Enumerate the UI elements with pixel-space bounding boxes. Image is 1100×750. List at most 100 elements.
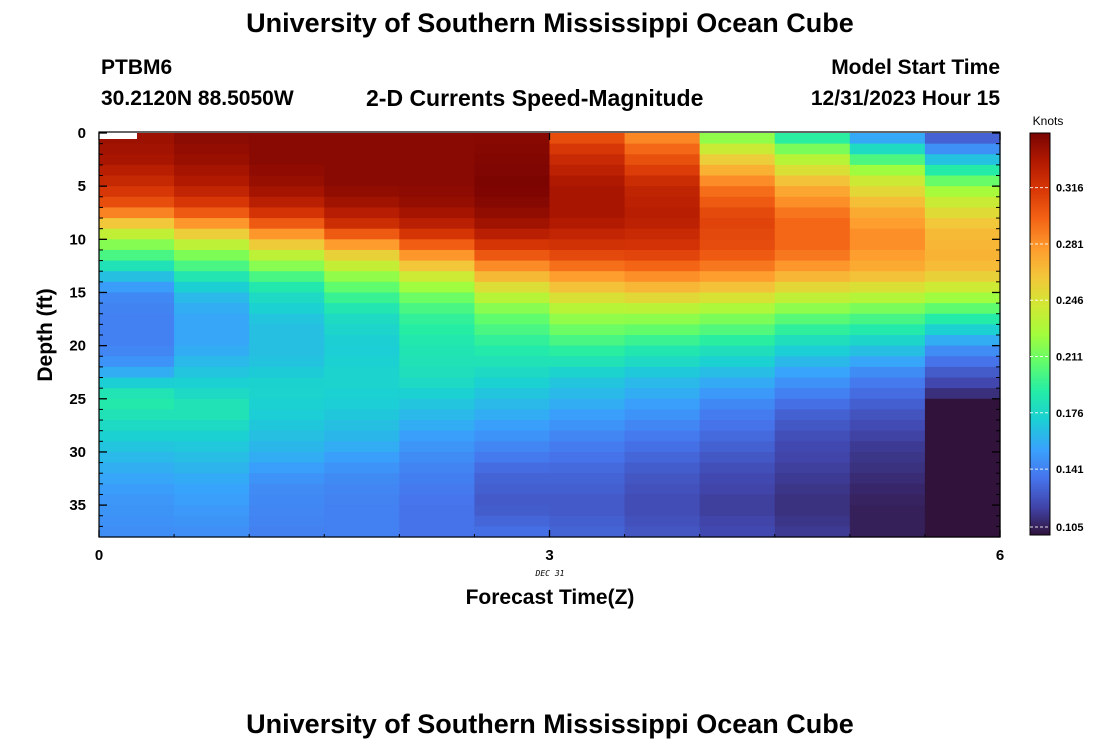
heatmap-cell xyxy=(474,143,551,155)
heatmap-cell xyxy=(624,345,701,357)
x-tick-label: 3 xyxy=(545,547,553,564)
heatmap-cell xyxy=(174,515,250,527)
heatmap-cell xyxy=(249,388,325,400)
heatmap-cell xyxy=(549,271,626,283)
heatmap-cell xyxy=(474,388,551,400)
heatmap-cell xyxy=(624,356,701,368)
heatmap-cell xyxy=(624,505,701,517)
heatmap-cell xyxy=(549,196,626,209)
colorbar-tick-label: 0.141 xyxy=(1056,464,1084,476)
heatmap-cell xyxy=(549,207,626,219)
model-start-label: Model Start Time xyxy=(831,56,1000,79)
heatmap-cell xyxy=(324,420,400,432)
heatmap-cell xyxy=(624,430,701,442)
heatmap-cell xyxy=(549,366,626,379)
heatmap-cell xyxy=(99,207,175,219)
heatmap-cell xyxy=(774,324,851,336)
heatmap-cell xyxy=(849,196,926,209)
heatmap-cell xyxy=(549,218,626,230)
heatmap-cell xyxy=(774,154,851,166)
heatmap-cell xyxy=(399,451,476,464)
heatmap-cell xyxy=(324,526,400,538)
heatmap-cell xyxy=(924,441,1001,453)
heatmap-cell xyxy=(324,345,400,357)
colorbar-tick-label: 0.281 xyxy=(1056,239,1084,251)
heatmap-cell xyxy=(849,249,926,262)
heatmap-cell xyxy=(549,228,626,240)
heatmap-cell xyxy=(324,366,400,379)
x-axis-ticks: 0 3 6 xyxy=(95,133,1004,564)
heatmap-cell xyxy=(549,526,626,538)
colorbar-tick-label: 0.246 xyxy=(1056,295,1084,307)
heatmap-cell xyxy=(924,228,1001,240)
heatmap-cell xyxy=(549,292,626,304)
heatmap-cell xyxy=(174,207,250,219)
heatmap-cell xyxy=(774,271,851,283)
heatmap-cell xyxy=(99,451,175,464)
heatmap-cell xyxy=(624,313,701,325)
heatmap-cell xyxy=(174,441,250,453)
heatmap-cell xyxy=(99,526,175,538)
heatmap-cell xyxy=(699,175,776,187)
heatmap-cell xyxy=(99,420,175,432)
heatmap-cell xyxy=(324,398,400,411)
heatmap-cell xyxy=(924,271,1001,283)
heatmap-cell xyxy=(774,356,851,368)
heatmap-cell xyxy=(99,430,175,442)
heatmap-cell xyxy=(924,260,1001,272)
heatmap-cell xyxy=(249,398,325,411)
heatmap-cell xyxy=(99,218,175,230)
heatmap-cell xyxy=(924,335,1001,347)
heatmap-cell xyxy=(624,473,701,485)
heatmap-cell xyxy=(174,133,250,145)
heatmap-cell xyxy=(174,505,250,517)
heatmap-cell xyxy=(774,218,851,230)
heatmap-cell xyxy=(399,143,476,155)
heatmap-cell xyxy=(849,292,926,304)
heatmap-cell xyxy=(99,186,175,198)
heatmap-cell xyxy=(549,133,626,145)
heatmap-cell xyxy=(774,420,851,432)
heatmap-cell xyxy=(699,494,776,506)
heatmap-cell xyxy=(324,249,400,262)
heatmap-cell xyxy=(399,196,476,209)
heatmap-cell xyxy=(174,271,250,283)
heatmap-cell xyxy=(174,335,250,347)
heatmap-cell xyxy=(849,271,926,283)
heatmap-cell xyxy=(399,388,476,400)
heatmap-cell xyxy=(99,388,175,400)
heatmap-cell xyxy=(474,271,551,283)
heatmap-cell xyxy=(399,526,476,538)
heatmap-cell xyxy=(474,420,551,432)
heatmap-cell xyxy=(174,462,250,474)
heatmap-cell xyxy=(924,388,1001,400)
x-tick-label: 6 xyxy=(996,547,1004,564)
heatmap-cell xyxy=(99,281,175,294)
heatmap-cell xyxy=(549,313,626,325)
heatmap-cell xyxy=(624,441,701,453)
y-tick-label: 10 xyxy=(69,231,86,248)
heatmap-cell xyxy=(399,313,476,325)
heatmap-cell xyxy=(624,239,701,251)
heatmap-cell xyxy=(399,175,476,187)
heatmap-cell xyxy=(324,430,400,442)
heatmap-cell xyxy=(774,143,851,155)
heatmap-cell xyxy=(849,388,926,400)
heatmap-cell xyxy=(249,271,325,283)
heatmap-cell xyxy=(549,335,626,347)
heatmap-cell xyxy=(249,303,325,315)
heatmap-cell xyxy=(99,409,175,421)
heatmap-cell xyxy=(549,356,626,368)
heatmap-cell xyxy=(774,260,851,272)
heatmap-cell xyxy=(99,313,175,325)
heatmap-cell xyxy=(549,451,626,464)
heatmap-cell xyxy=(699,133,776,145)
heatmap-cell xyxy=(774,164,851,177)
heatmap-cell xyxy=(774,239,851,251)
heatmap-cell xyxy=(474,260,551,272)
page-title: University of Southern Mississippi Ocean… xyxy=(246,8,854,38)
heatmap-cell xyxy=(324,196,400,209)
heatmap-cell xyxy=(624,420,701,432)
heatmap-cell xyxy=(624,515,701,527)
heatmap-cell xyxy=(99,260,175,272)
